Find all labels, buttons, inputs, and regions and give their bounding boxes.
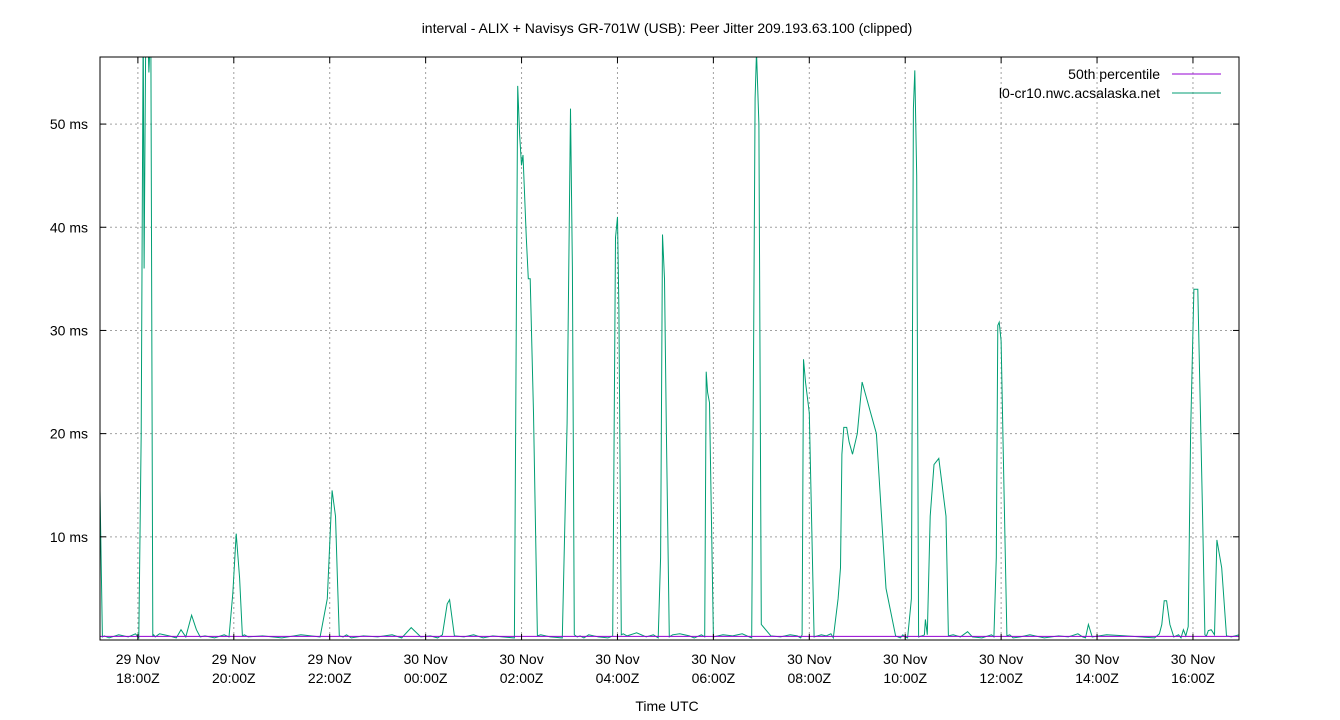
x-tick-label-date: 29 Nov: [116, 651, 160, 667]
x-tick-label-date: 30 Nov: [499, 651, 543, 667]
x-tick-label-date: 30 Nov: [1171, 651, 1215, 667]
grid-lines: [100, 57, 1239, 640]
series-layer: [100, 57, 1239, 640]
x-tick-label-date: 30 Nov: [979, 651, 1023, 667]
y-tick-label: 30 ms: [50, 322, 88, 338]
x-tick-label-date: 29 Nov: [308, 651, 352, 667]
x-tick-label-time: 20:00Z: [212, 670, 256, 686]
x-tick-label-time: 06:00Z: [692, 670, 736, 686]
x-tick-label-time: 08:00Z: [788, 670, 832, 686]
x-tick-label-date: 30 Nov: [691, 651, 735, 667]
x-tick-label-date: 30 Nov: [595, 651, 639, 667]
chart-title: interval - ALIX + Navisys GR-701W (USB):…: [422, 20, 913, 36]
plot-frame: [99, 56, 1240, 641]
y-tick-label: 20 ms: [50, 426, 88, 442]
legend-label: l0-cr10.nwc.acsalaska.net: [999, 85, 1160, 101]
x-tick-label-time: 14:00Z: [1075, 670, 1119, 686]
x-tick-label-date: 30 Nov: [883, 651, 927, 667]
y-tick-label: 50 ms: [50, 116, 88, 132]
x-tick-label-date: 30 Nov: [787, 651, 831, 667]
y-tick-label: 40 ms: [50, 219, 88, 235]
x-tick-label-date: 29 Nov: [212, 651, 256, 667]
legend: 50th percentile l0-cr10.nwc.acsalaska.net: [999, 66, 1221, 101]
x-tick-label-time: 18:00Z: [116, 670, 160, 686]
x-tick-label-date: 30 Nov: [403, 651, 447, 667]
x-tick-label-date: 30 Nov: [1075, 651, 1119, 667]
x-tick-label-time: 16:00Z: [1171, 670, 1215, 686]
x-axis: 29 Nov 18:00Z 29 Nov 20:00Z 29 Nov 22:00Z 30 N…: [116, 57, 1215, 686]
y-axis: 10 ms 20 ms 30 ms 40 ms 50 ms: [50, 116, 1239, 545]
x-tick-label-time: 02:00Z: [500, 670, 544, 686]
x-tick-label-time: 04:00Z: [596, 670, 640, 686]
x-tick-label-time: 00:00Z: [404, 670, 448, 686]
x-tick-label-time: 12:00Z: [979, 670, 1023, 686]
x-tick-label-time: 22:00Z: [308, 670, 352, 686]
x-axis-label: Time UTC: [635, 698, 698, 714]
x-tick-label-time: 10:00Z: [883, 670, 927, 686]
legend-label: 50th percentile: [1068, 66, 1160, 82]
y-tick-label: 10 ms: [50, 529, 88, 545]
